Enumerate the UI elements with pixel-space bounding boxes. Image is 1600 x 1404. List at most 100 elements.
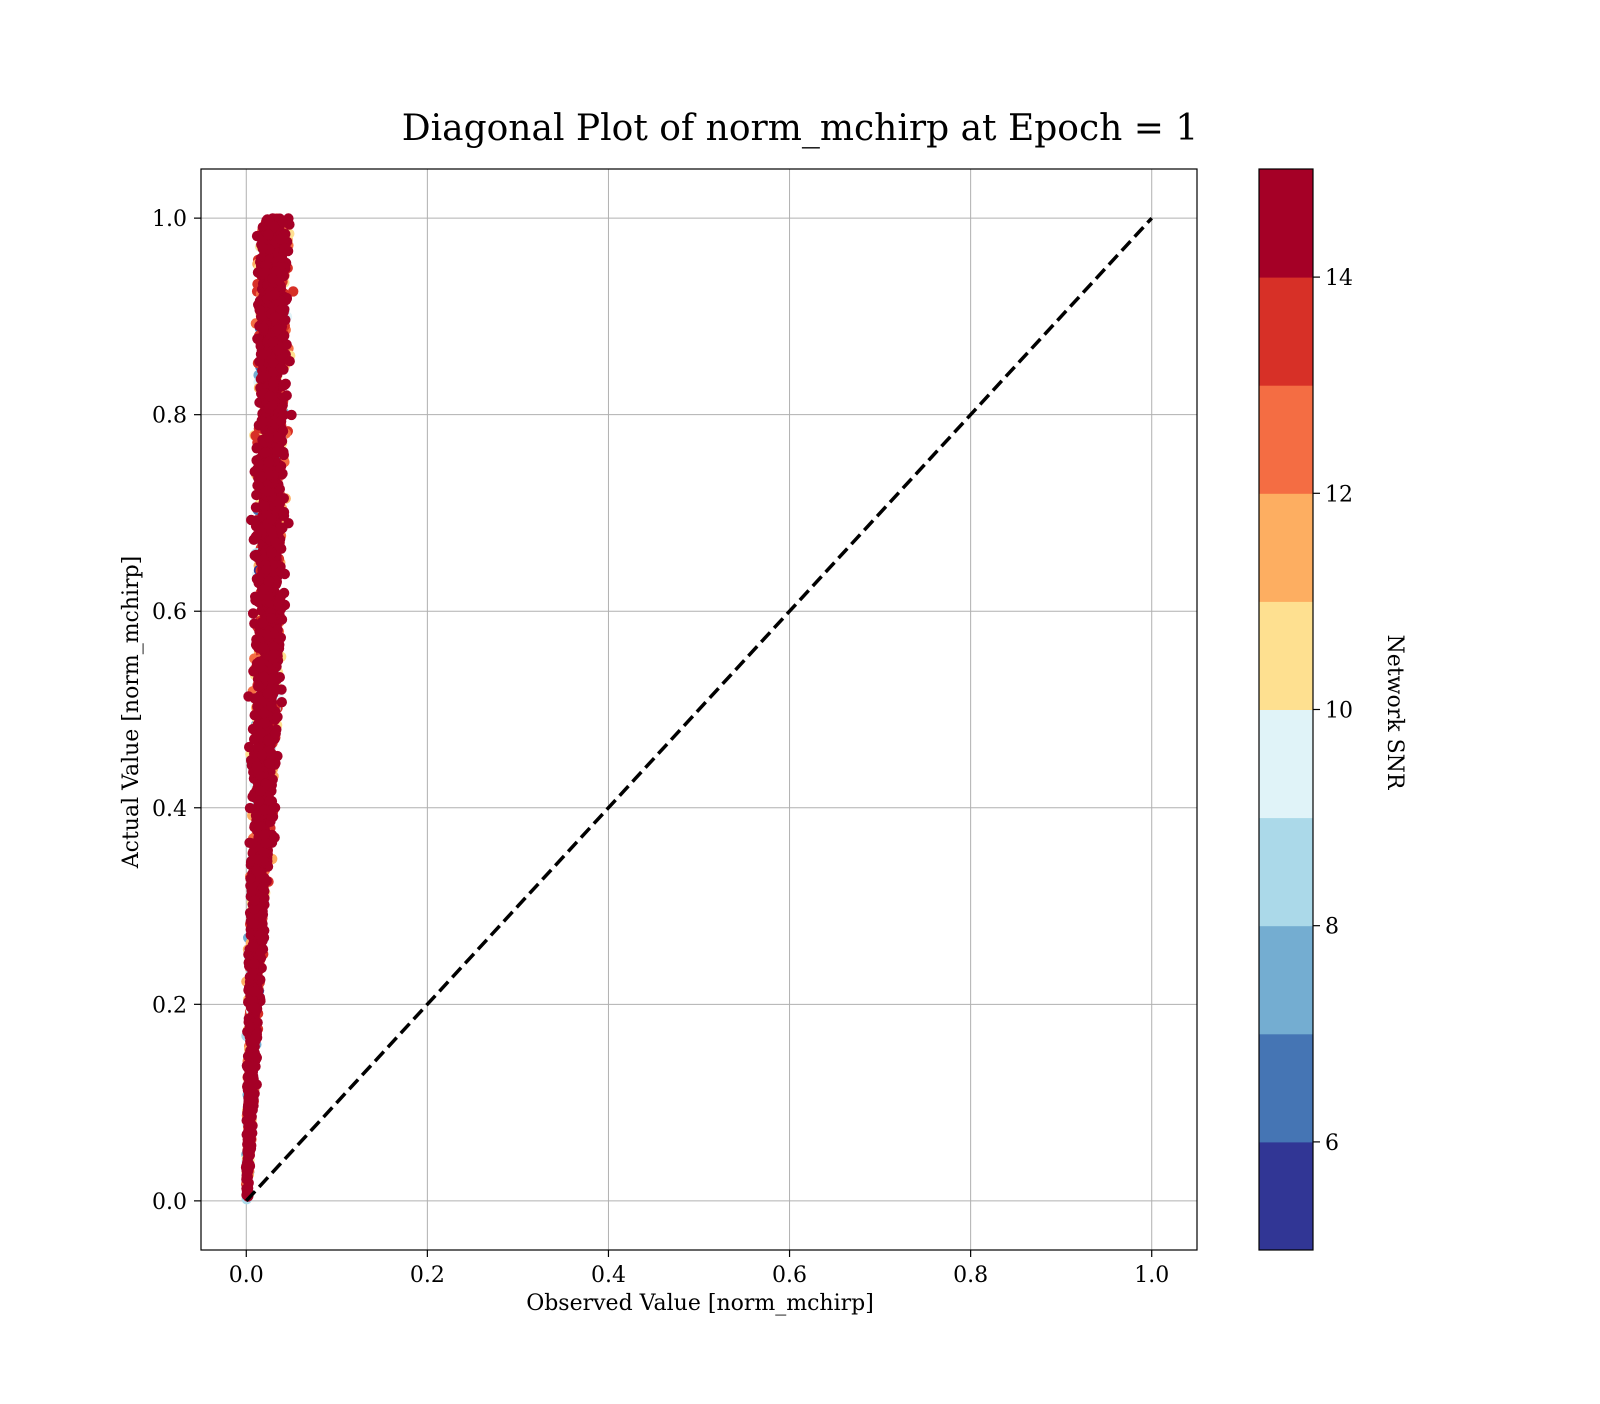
scatter-point <box>245 873 256 884</box>
scatter-point <box>250 502 262 513</box>
scatter-point <box>254 305 265 316</box>
scatter-point <box>257 416 268 428</box>
scatter-point <box>249 1002 260 1014</box>
scatter-point <box>271 431 282 443</box>
scatter-point <box>258 643 270 654</box>
scatter-point <box>267 337 278 348</box>
scatter-point <box>244 802 256 814</box>
scatter-point <box>252 267 264 278</box>
colorbar-tick-label: 10 <box>1325 699 1353 724</box>
scatter-point <box>269 221 280 232</box>
scatter-point <box>263 576 274 587</box>
scatter-point <box>271 684 282 695</box>
scatter-point <box>279 568 290 580</box>
scatter-point <box>252 854 263 865</box>
y-tick-label: 0.2 <box>152 993 187 1018</box>
y-tick-label: 0.0 <box>152 1190 187 1215</box>
x-axis-label: Observed Value [norm_mchirp] <box>526 1291 874 1316</box>
scatter-point <box>247 608 259 619</box>
x-tick-label: 0.0 <box>229 1263 264 1288</box>
scatter-point <box>278 506 290 518</box>
scatter-point <box>250 531 262 542</box>
scatter-point <box>269 312 280 323</box>
scatter-point <box>275 416 287 427</box>
scatter-point <box>272 324 283 335</box>
scatter-point <box>247 838 258 849</box>
grid-lines <box>201 169 1197 1250</box>
scatter-point <box>275 522 286 533</box>
scatter-point <box>244 1150 255 1161</box>
x-tick-label: 0.8 <box>953 1263 988 1288</box>
scatter-point <box>253 795 265 807</box>
scatter-point <box>276 252 288 263</box>
scatter-point <box>251 442 263 453</box>
scatter-point <box>269 289 280 300</box>
scatter-point <box>245 1038 257 1049</box>
scatter-point <box>259 500 270 512</box>
scatter-point <box>263 432 274 443</box>
scatter-points <box>240 213 299 1205</box>
scatter-point <box>276 543 287 554</box>
scatter-point <box>262 688 273 699</box>
scatter-point <box>252 480 263 491</box>
scatter-point <box>247 941 259 952</box>
colorbar-tick-label: 14 <box>1325 266 1353 291</box>
scatter-point <box>288 286 299 297</box>
colorbar-segment <box>1259 925 1313 1035</box>
scatter-point <box>258 672 270 683</box>
scatter-point <box>277 216 289 228</box>
scatter-point <box>258 847 270 858</box>
colorbar: 6 8 10 12 14 <box>1258 168 1353 1251</box>
scatter-point <box>267 273 278 284</box>
scatter-point <box>256 749 268 761</box>
axes-frame <box>200 168 1198 1251</box>
scatter-point <box>249 986 260 997</box>
scatter-point <box>254 929 265 941</box>
y-tick-label: 0.8 <box>152 404 187 429</box>
scatter-point <box>244 1021 255 1032</box>
x-tick-label: 0.6 <box>772 1263 807 1288</box>
scatter-point <box>263 456 275 468</box>
scatter-point <box>259 717 270 729</box>
scatter-point <box>250 810 262 821</box>
colorbar-segment <box>1259 277 1313 386</box>
scatter-point <box>263 469 275 480</box>
colorbar-segment <box>1259 817 1313 927</box>
x-tick-label: 1.0 <box>1134 1263 1169 1288</box>
scatter-point <box>266 513 277 525</box>
scatter-point <box>244 741 255 753</box>
chart-title: Diagonal Plot of norm_mchirp at Epoch = … <box>402 108 1199 149</box>
scatter-point <box>262 630 273 641</box>
colorbar-segment <box>1259 169 1313 278</box>
scatter-point <box>253 681 264 692</box>
y-axis-label: Actual Value [norm_mchirp] <box>119 556 144 870</box>
colorbar-segment <box>1259 1141 1313 1251</box>
scatter-point <box>250 1050 262 1062</box>
colorbar-segment <box>1259 709 1313 819</box>
reference-diagonal-line <box>244 216 1154 1203</box>
scatter-point <box>270 728 281 739</box>
scatter-point <box>275 295 287 307</box>
scatter-point <box>259 804 270 816</box>
colorbar-tick-label: 6 <box>1325 1131 1339 1156</box>
scatter-point <box>244 1160 256 1172</box>
scatter-point <box>242 1134 254 1145</box>
colorbar-tick-label: 12 <box>1325 482 1353 507</box>
scatter-point <box>263 735 274 746</box>
scatter-point <box>264 795 275 806</box>
scatter-point <box>254 459 265 470</box>
scatter-point <box>261 485 273 497</box>
scatter-point <box>245 1106 256 1117</box>
scatter-point <box>264 758 275 769</box>
x-tick-label: 0.4 <box>591 1263 626 1288</box>
scatter-point <box>257 617 269 628</box>
scatter-point <box>249 958 260 970</box>
scatter-point <box>272 711 283 723</box>
scatter-point <box>246 514 257 526</box>
scatter-point <box>266 700 277 712</box>
scatter-point <box>260 837 271 849</box>
y-tick-label: 1.0 <box>152 207 187 232</box>
scatter-point <box>268 641 280 653</box>
scatter-point <box>249 693 261 704</box>
